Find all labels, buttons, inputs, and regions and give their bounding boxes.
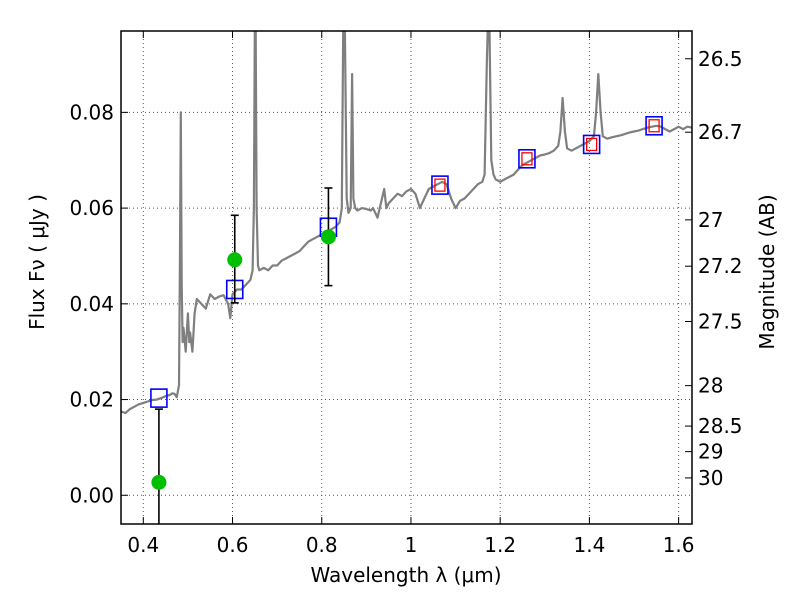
y2-tick-label: 28 — [698, 374, 723, 398]
model-photometry-inner-square — [434, 178, 446, 192]
y-tick-label: 0.02 — [69, 388, 114, 412]
x-axis: 0.4 0.6 0.8 1 1.2 1.4 1.6 — [127, 31, 695, 557]
y-tick-label: 0.06 — [69, 196, 114, 220]
y-tick-label: 0.00 — [69, 483, 114, 507]
model-photometry-square — [150, 388, 168, 408]
observed-flux-point — [227, 252, 243, 268]
model-photometry-inner-square — [648, 119, 660, 133]
model-photometry-square — [582, 134, 601, 155]
plot-frame — [120, 30, 693, 525]
y-tick-label: 0.04 — [69, 292, 114, 316]
x-tick-label: 1.6 — [663, 533, 695, 557]
y-axis: 0.00 0.02 0.04 0.06 0.08 — [69, 100, 128, 507]
observed-flux-point — [320, 229, 336, 245]
x-tick-label: 0.8 — [306, 533, 338, 557]
y2-tick-label: 28.5 — [698, 414, 743, 438]
grid-lines — [121, 31, 692, 524]
x-tick-label: 0.6 — [217, 533, 249, 557]
x-tick-label: 0.4 — [127, 533, 159, 557]
plot-clip-group — [121, 31, 692, 524]
model-photometry-square — [518, 148, 536, 169]
x-axis-title: Wavelength λ (μm) — [310, 563, 501, 587]
x-tick-label: 1 — [405, 533, 418, 557]
x-tick-label: 1.4 — [573, 533, 605, 557]
y2-axis-title: Magnitude (AB) — [755, 194, 779, 349]
y2-tick-label: 26.7 — [698, 120, 743, 144]
x-tick-label: 1.2 — [484, 533, 516, 557]
model-photometry-square — [431, 175, 449, 195]
y2-tick-label: 30 — [698, 466, 723, 490]
y2-tick-label: 27.2 — [698, 254, 743, 278]
model-spectrum-line — [121, 31, 692, 415]
y-tick-label: 0.08 — [69, 100, 114, 124]
y2-tick-label: 27 — [698, 208, 723, 232]
model-photometry-inner-square — [521, 152, 533, 166]
observed-flux-point — [151, 474, 167, 490]
y2-tick-label: 27.5 — [698, 309, 743, 333]
y2-tick-label: 29 — [698, 440, 723, 464]
model-photometry-inner-square — [585, 137, 598, 152]
y2-tick-label: 26.5 — [698, 47, 743, 71]
y-axis-title: Flux Fν ( μJy ) — [25, 194, 49, 330]
model-photometry-square — [645, 115, 663, 136]
